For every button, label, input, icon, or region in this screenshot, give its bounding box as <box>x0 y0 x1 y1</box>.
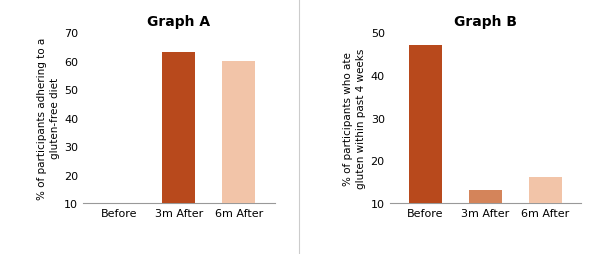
Bar <box>162 53 195 203</box>
Bar <box>409 46 442 203</box>
Title: Graph A: Graph A <box>147 15 211 29</box>
Y-axis label: % of participants who ate
gluten within past 4 weeks: % of participants who ate gluten within … <box>343 48 366 188</box>
Y-axis label: % of participants adhering to a
gluten-free diet: % of participants adhering to a gluten-f… <box>37 37 60 199</box>
Bar <box>529 178 562 203</box>
Title: Graph B: Graph B <box>454 15 517 29</box>
Bar <box>222 61 255 203</box>
Bar <box>469 190 502 203</box>
